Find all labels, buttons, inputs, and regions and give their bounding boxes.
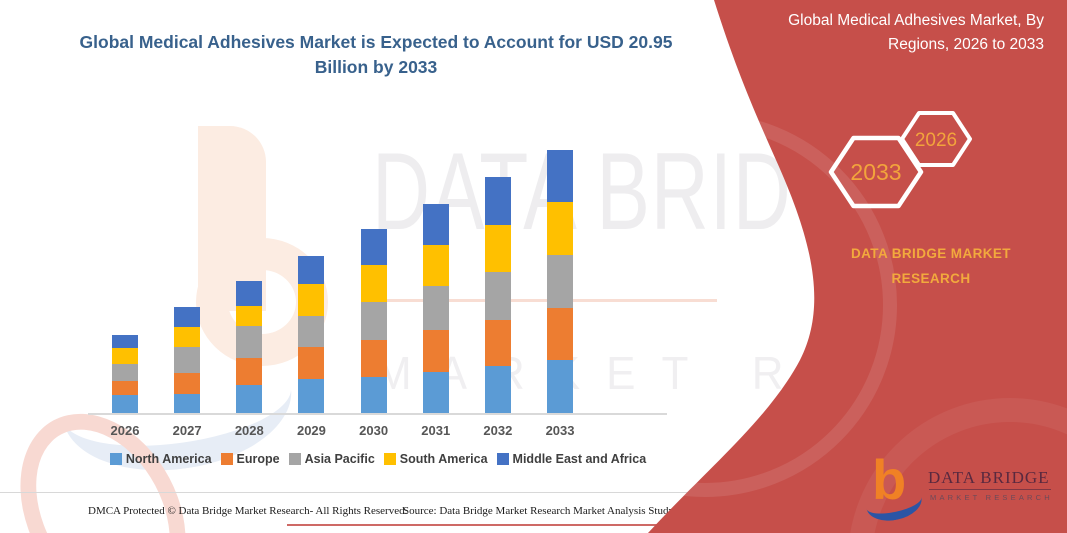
logo-subtitle: MARKET RESEARCH [930,493,1053,502]
legend-label: Middle East and Africa [512,452,647,466]
footer-dmca-text: DMCA Protected © Data Bridge Market Rese… [88,505,408,517]
legend-swatch-icon [383,453,396,465]
legend-label: North America [125,452,212,466]
bar-segment [422,329,449,372]
legend-swatch-icon [288,453,301,465]
bar-segment [360,265,387,302]
bar-segment [360,301,387,340]
legend-label: South America [399,452,488,466]
bar-segment [360,340,387,377]
bar-segment [174,347,201,374]
bar-segment [360,376,387,413]
bar-segment [484,320,511,366]
bar-segment [484,365,511,413]
footer-divider [0,492,1067,493]
bar-segment [360,228,387,266]
bar-segment [547,359,574,413]
bar-segment [547,308,574,360]
bar-segment [174,326,201,348]
x-axis-label: 2029 [296,423,326,438]
bar-segment [236,305,263,327]
footer-red-rule [287,524,832,526]
x-axis-label: 2030 [359,423,389,438]
legend-item: North America [109,452,212,466]
chart-title: Global Medical Adhesives Market is Expec… [79,32,673,78]
bar-2027 [174,306,201,413]
x-axis-label: 2031 [421,423,451,438]
bar-segment [112,395,138,413]
chart-legend: North America Europe Asia Pacific South Ame… [78,452,678,466]
bar-segment [422,286,449,330]
bar-segment [547,149,574,203]
bar-2026 [112,334,138,413]
bar-segment [112,334,138,349]
bar-segment [298,284,325,316]
x-axis-labels: 2026 2027 2028 2029 2030 2031 2032 2033 [88,423,668,441]
bar-2030 [360,228,387,413]
bar-segment [484,224,511,273]
hexagon-2033 [828,135,924,209]
bar-segment [547,202,574,255]
panel-brand-text: DATA BRIDGE MARKET RESEARCH [851,246,1011,286]
hexagon-2033-label: 2033 [850,159,901,185]
bar-segment [298,347,325,379]
x-axis-label: 2033 [545,423,575,438]
data-bridge-logo: b DATA BRIDGE MARKET RESEARCH [863,452,1057,526]
bar-segment [112,348,138,364]
bar-2032 [484,177,511,413]
bar-segment [236,280,263,306]
bar-segment [236,358,263,386]
logo-rule [929,489,1051,490]
bar-segment [547,254,574,309]
legend-item: Middle East and Africa [496,452,647,466]
x-axis-label: 2027 [172,423,202,438]
bar-segment [422,245,449,287]
panel-heading: Global Medical Adhesives Market, By Regi… [788,12,1044,54]
legend-item: Asia Pacific [288,452,375,466]
bar-segment [112,380,138,396]
bar-2028 [236,280,263,413]
bar-segment [298,315,325,348]
logo-name: DATA BRIDGE [928,468,1050,487]
legend-item: Europe [220,452,280,466]
x-axis-label: 2028 [234,423,264,438]
legend-label: Asia Pacific [304,452,375,466]
legend-swatch-icon [496,453,509,465]
x-axis-line [88,413,667,415]
bar-segment [236,326,263,359]
bar-segment [422,371,449,413]
bar-2031 [422,204,449,413]
x-axis-label: 2032 [483,423,513,438]
legend-item: South America [383,452,488,466]
bar-segment [236,385,263,413]
bar-segment [174,373,201,394]
bar-2029 [298,256,325,413]
hexagon-2026 [900,111,972,167]
bar-segment [422,204,449,246]
bar-segment [298,378,325,413]
bar-segment [298,256,325,285]
bar-segment [174,306,201,327]
footer-source-text: Source: Data Bridge Market Research Mark… [403,505,699,517]
legend-label: Europe [236,452,280,466]
legend-swatch-icon [220,453,233,465]
bar-segment [484,177,511,225]
hexagon-2026-label: 2026 [915,130,957,151]
bar-segment [484,272,511,321]
bar-2033 [547,149,574,413]
x-axis-label: 2026 [110,423,140,438]
bar-segment [174,393,201,413]
bar-segment [112,363,138,381]
stacked-bar-chart [88,149,668,413]
legend-swatch-icon [109,453,122,465]
